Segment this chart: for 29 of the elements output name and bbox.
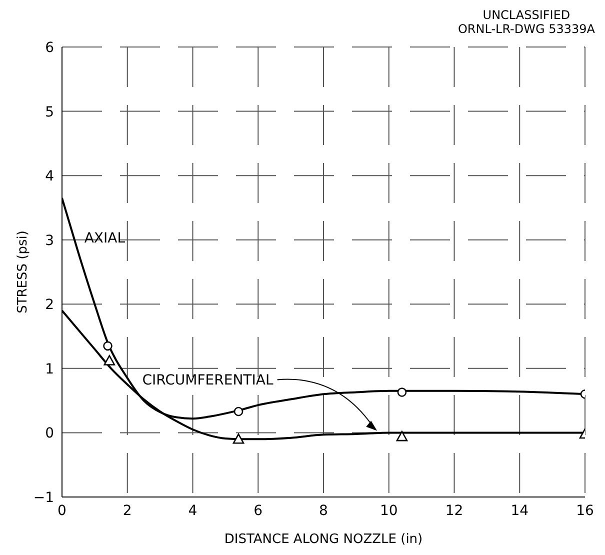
point: [396, 430, 408, 442]
x-tick-label: 14: [510, 502, 529, 519]
text: ORNL-LR-DWG 53339A: [458, 22, 595, 36]
point: [397, 388, 407, 397]
x-tick-label: 2: [122, 502, 132, 519]
point: [232, 433, 244, 444]
y-tick-label: 1: [45, 361, 54, 378]
y-axis-title: STRESS (psi): [16, 230, 31, 314]
y-tick-label: 5: [45, 104, 54, 120]
point: [234, 406, 244, 416]
point: [103, 341, 112, 351]
x-tick-label: 10: [380, 502, 398, 519]
series-label: AXIAL: [84, 230, 126, 247]
y-tick-label: 4: [45, 168, 54, 185]
x-tick-label: 8: [319, 502, 328, 519]
y-tick-label: −1: [33, 490, 54, 506]
y-tick-label: 0: [45, 426, 54, 442]
x-tick-label: 16: [576, 502, 594, 519]
x-tick-label: 12: [445, 502, 464, 519]
y-tick-label: 6: [45, 40, 54, 56]
x-tick-label: 0: [58, 502, 66, 519]
x-tick-label: 4: [188, 502, 198, 519]
x-axis-title: DISTANCE ALONG NOZZLE (in): [224, 532, 423, 547]
text: UNCLASSIFIED: [482, 8, 572, 22]
y-tick-label: 3: [45, 232, 54, 249]
annotation: CIRCUMFERENTIAL: [142, 372, 274, 389]
point: [104, 355, 116, 366]
x-tick-label: 6: [254, 502, 263, 519]
y-tick-label: 2: [45, 297, 54, 314]
